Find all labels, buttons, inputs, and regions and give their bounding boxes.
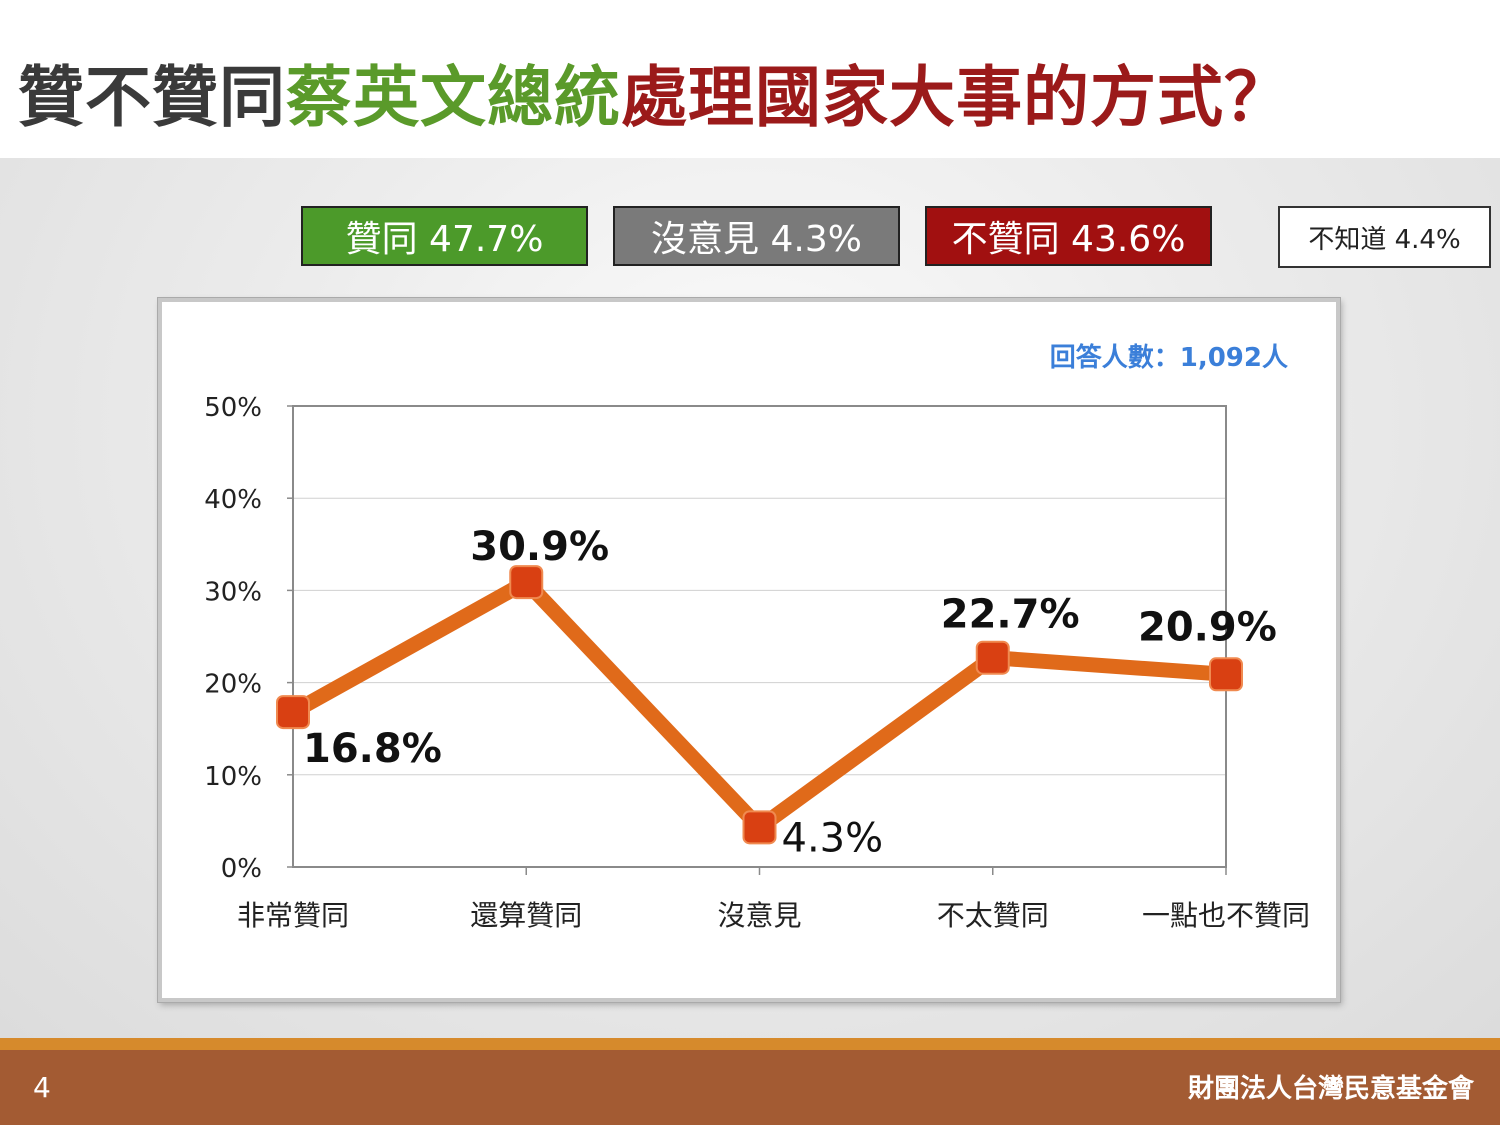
summary-dont-know-box: 不知道 4.4%: [1278, 206, 1491, 268]
data-point-marker: [509, 565, 544, 600]
chart-panel: 0% 10% 20% 30% 40% 50% 非常贊同 還算贊同 沒意見 不太贊同 一點也不贊同 1…: [158, 298, 1340, 1002]
title-part-question: 處理國家大事的方式？: [621, 59, 1291, 136]
y-tick-label: 30%: [204, 577, 262, 607]
data-point-marker: [742, 810, 777, 845]
y-tick-label: 0%: [221, 854, 262, 884]
data-label: 16.8%: [303, 726, 442, 772]
organization-name: 財團法人台灣民意基金會: [1187, 1074, 1474, 1104]
y-tick-label: 10%: [204, 762, 262, 792]
x-tick-label: 非常贊同: [237, 899, 349, 932]
data-label: 22.7%: [941, 592, 1080, 638]
title-part-president: 蔡英文總統: [286, 59, 621, 136]
series-line: [285, 574, 1234, 835]
footer-stripe: [0, 1038, 1500, 1050]
summary-agree-box: 贊同 47.7%: [301, 206, 588, 266]
x-tick-label: 不太贊同: [937, 899, 1049, 932]
summary-no-opinion-box: 沒意見 4.3%: [613, 206, 900, 266]
data-point-marker: [1209, 657, 1243, 692]
data-point-marker: [276, 695, 310, 730]
page-number: 4: [33, 1071, 51, 1104]
data-label: 20.9%: [1138, 604, 1277, 650]
x-tick-label: 還算贊同: [470, 899, 582, 932]
data-label: 4.3%: [782, 815, 884, 861]
data-label: 30.9%: [470, 524, 609, 570]
title-part-approve: 贊不贊同: [18, 59, 286, 136]
summary-disagree-box: 不贊同 43.6%: [925, 206, 1212, 266]
title-bar: 贊不贊同蔡英文總統處理國家大事的方式？: [0, 0, 1500, 158]
footer-bar: [0, 1050, 1500, 1125]
y-tick-label: 40%: [204, 485, 262, 515]
x-tick-label: 一點也不贊同: [1142, 899, 1310, 932]
y-tick-label: 50%: [204, 393, 262, 423]
line-chart: 0% 10% 20% 30% 40% 50% 非常贊同 還算贊同 沒意見 不太贊同 一點也不贊同 1…: [204, 342, 1310, 932]
respondents-count: 回答人數：1,092人: [1050, 342, 1288, 373]
data-point-marker: [975, 640, 1010, 675]
x-tick-label: 沒意見: [717, 899, 801, 932]
y-tick-label: 20%: [204, 670, 262, 700]
slide-title: 贊不贊同蔡英文總統處理國家大事的方式？: [18, 44, 1291, 140]
